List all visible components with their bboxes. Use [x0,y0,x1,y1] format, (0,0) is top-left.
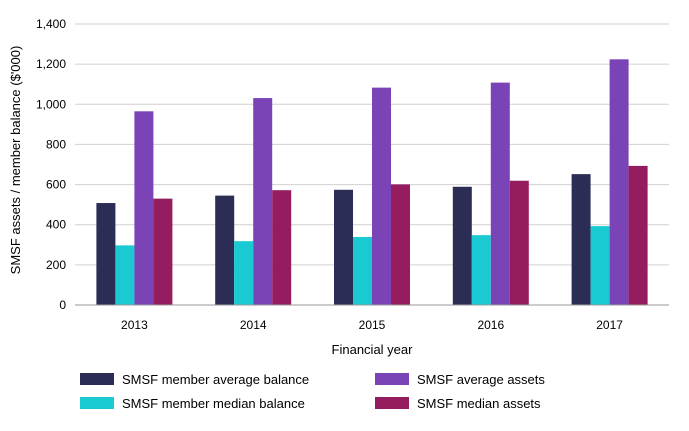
y-tick-label: 200 [46,258,66,272]
x-tick-label: 2017 [596,318,623,332]
bar-1-2017 [571,174,591,305]
legend-swatch [375,373,409,385]
y-tick-label: 1,000 [36,97,66,111]
bar-3-2016 [490,82,510,305]
bar-4-2014 [272,190,292,305]
y-tick-label: 1,200 [36,57,66,71]
x-tick-label: 2016 [477,318,504,332]
bar-4-2016 [509,180,529,305]
bar-2-2013 [115,245,135,305]
legend-label: SMSF median assets [417,396,541,411]
bar-4-2013 [153,198,173,305]
bar-1-2014 [215,195,235,305]
y-tick-label: 600 [46,178,66,192]
bar-3-2015 [372,87,391,305]
y-axis-title: SMSF assets / member balance ($'000) [8,46,23,275]
y-tick-label: 400 [46,218,66,232]
bars [96,59,648,305]
bar-4-2017 [628,165,648,305]
bar-1-2015 [334,189,353,305]
bar-1-2013 [96,203,116,305]
bar-2-2016 [471,235,491,305]
bar-2-2015 [353,236,372,305]
bar-2-2014 [234,241,254,305]
legend-swatch [375,397,409,409]
legend-label: SMSF member average balance [122,372,309,387]
legend-swatch [80,373,114,385]
bar-3-2013 [134,111,154,305]
x-axis-title: Financial year [332,342,414,357]
legend-label: SMSF average assets [417,372,545,387]
bar-3-2014 [253,98,273,305]
legend: SMSF member average balance SMSF member m… [80,372,545,411]
bar-1-2016 [452,186,472,305]
y-tick-label: 1,400 [36,17,66,31]
legend-label: SMSF member median balance [122,396,305,411]
bar-2-2017 [590,226,610,305]
y-axis-ticks: 0 200 400 600 800 1,000 1,200 1,400 [36,17,66,312]
y-tick-label: 0 [59,298,66,312]
x-tick-label: 2015 [359,318,386,332]
x-tick-label: 2013 [121,318,148,332]
y-tick-label: 800 [46,137,66,151]
bar-4-2015 [391,184,410,305]
x-axis-ticks: 2013 2014 2015 2016 2017 [121,318,623,332]
bar-3-2017 [609,59,629,305]
x-tick-label: 2014 [240,318,267,332]
legend-swatch [80,397,114,409]
